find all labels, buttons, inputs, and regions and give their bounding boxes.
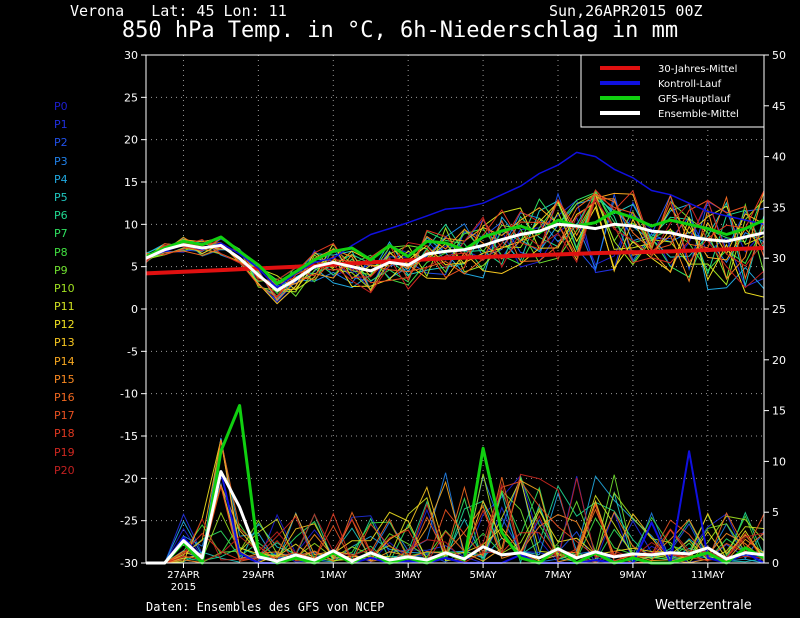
y2-tick-label: 30 xyxy=(772,252,786,265)
member-label: P2 xyxy=(54,136,68,150)
chart-legend: 30-Jahres-Mittel Kontroll-Lauf GFS-Hauptla… xyxy=(580,54,765,128)
y-tick-label: -10 xyxy=(120,388,138,401)
x-tick-label: 9MAY xyxy=(619,570,647,581)
member-label: P3 xyxy=(54,154,68,168)
member-label: P7 xyxy=(54,227,68,241)
x-tick-label: 5MAY xyxy=(470,570,498,581)
ensemble-precip-line xyxy=(146,486,765,565)
series-line-temp-2 xyxy=(145,210,765,286)
ensemble-precip-line xyxy=(146,439,765,564)
legend-label: Ensemble-Mittel xyxy=(658,109,739,120)
x-tick-label: 3MAY xyxy=(395,570,423,581)
member-label: P1 xyxy=(54,118,68,132)
y-tick-label: -5 xyxy=(127,345,138,358)
chart-axes: -30 -25 -20 -15 -10 -5 0 5 10 15 20 25 30 0 5 10 15 20 25 3… xyxy=(120,49,786,593)
member-label: P14 xyxy=(54,354,75,368)
y2-tick-label: 20 xyxy=(772,354,786,367)
member-label: P17 xyxy=(54,409,75,423)
member-label: P4 xyxy=(54,172,68,186)
y-tick-label: 15 xyxy=(124,176,138,189)
y-tick-label: -20 xyxy=(120,472,138,485)
y-tick-label: -15 xyxy=(120,430,138,443)
y2-tick-label: 0 xyxy=(772,557,779,570)
series-line-precip-6 xyxy=(146,470,765,565)
member-label: P16 xyxy=(54,391,75,404)
series-line-precip-5 xyxy=(146,404,765,565)
member-label: P9 xyxy=(54,263,68,277)
series-line-temp-1 xyxy=(145,151,765,289)
series-line-temp-3 xyxy=(145,222,765,292)
ensemble-precip-line xyxy=(146,440,765,564)
y-tick-label: -30 xyxy=(120,557,138,570)
member-label: P8 xyxy=(54,245,68,259)
x-tick-sublabel: 2015 xyxy=(171,582,196,593)
run-time-label: Sun,26APR2015 00Z xyxy=(549,2,703,20)
member-label: P11 xyxy=(54,300,75,314)
y2-tick-label: 40 xyxy=(772,151,786,164)
y2-tick-label: 50 xyxy=(772,49,786,62)
y-tick-label: -25 xyxy=(120,515,138,528)
series-line-precip-4 xyxy=(146,450,765,564)
y2-tick-label: 35 xyxy=(772,201,786,214)
ensemble-precip-line xyxy=(146,483,765,564)
member-label: P6 xyxy=(54,209,68,223)
series-line-temp-0 xyxy=(145,246,765,276)
brand-label: Wetterzentrale xyxy=(655,598,752,613)
legend-label: Kontroll-Lauf xyxy=(658,79,722,90)
y-tick-label: 25 xyxy=(124,91,138,104)
x-tick-label: 29APR xyxy=(242,570,275,581)
y-tick-label: 0 xyxy=(131,303,138,316)
y-tick-label: 10 xyxy=(124,218,138,231)
ensemble-temp-line xyxy=(145,193,765,299)
y2-tick-label: 5 xyxy=(772,506,779,519)
member-label: P0 xyxy=(54,100,68,113)
ensemble-member-list: P0 P1 P2 P3 P4 P5 P6 P7 P8 P9 P10 P11 P12 P13 P14 P15 P1… xyxy=(54,100,75,482)
x-tick-label: 1MAY xyxy=(320,570,348,581)
legend-label: 30-Jahres-Mittel xyxy=(658,64,737,75)
y-tick-label: 20 xyxy=(124,134,138,147)
member-label: P5 xyxy=(54,190,68,204)
x-tick-label: 7MAY xyxy=(544,570,572,581)
y2-tick-label: 25 xyxy=(772,303,786,316)
ensemble-precip-line xyxy=(146,477,765,564)
series-lines xyxy=(145,151,765,565)
x-tick-label: 11MAY xyxy=(691,570,725,581)
chart-title: 850 hPa Temp. in °C, 6h-Niederschlag in … xyxy=(121,18,679,43)
ensemble-precip-line xyxy=(146,474,765,564)
data-source-label: Daten: Ensembles des GFS von NCEP xyxy=(146,600,385,614)
legend-label: GFS-Hauptlauf xyxy=(658,94,731,105)
x-tick-label: 27APR xyxy=(167,570,200,581)
member-label: P13 xyxy=(54,336,75,350)
y2-tick-label: 45 xyxy=(772,100,786,113)
y2-tick-label: 10 xyxy=(772,455,786,468)
member-label: P19 xyxy=(54,445,75,459)
y-tick-label: 30 xyxy=(124,49,138,62)
chart-grid xyxy=(146,55,764,563)
location-label: Verona Lat: 45 Lon: 11 xyxy=(70,2,287,20)
member-label: P18 xyxy=(54,427,75,441)
y-tick-label: 5 xyxy=(131,261,138,274)
y2-tick-label: 15 xyxy=(772,405,786,418)
member-label: P20 xyxy=(54,463,75,477)
member-label: P10 xyxy=(54,281,75,295)
member-label: P12 xyxy=(54,318,75,332)
member-label: P15 xyxy=(54,372,75,386)
